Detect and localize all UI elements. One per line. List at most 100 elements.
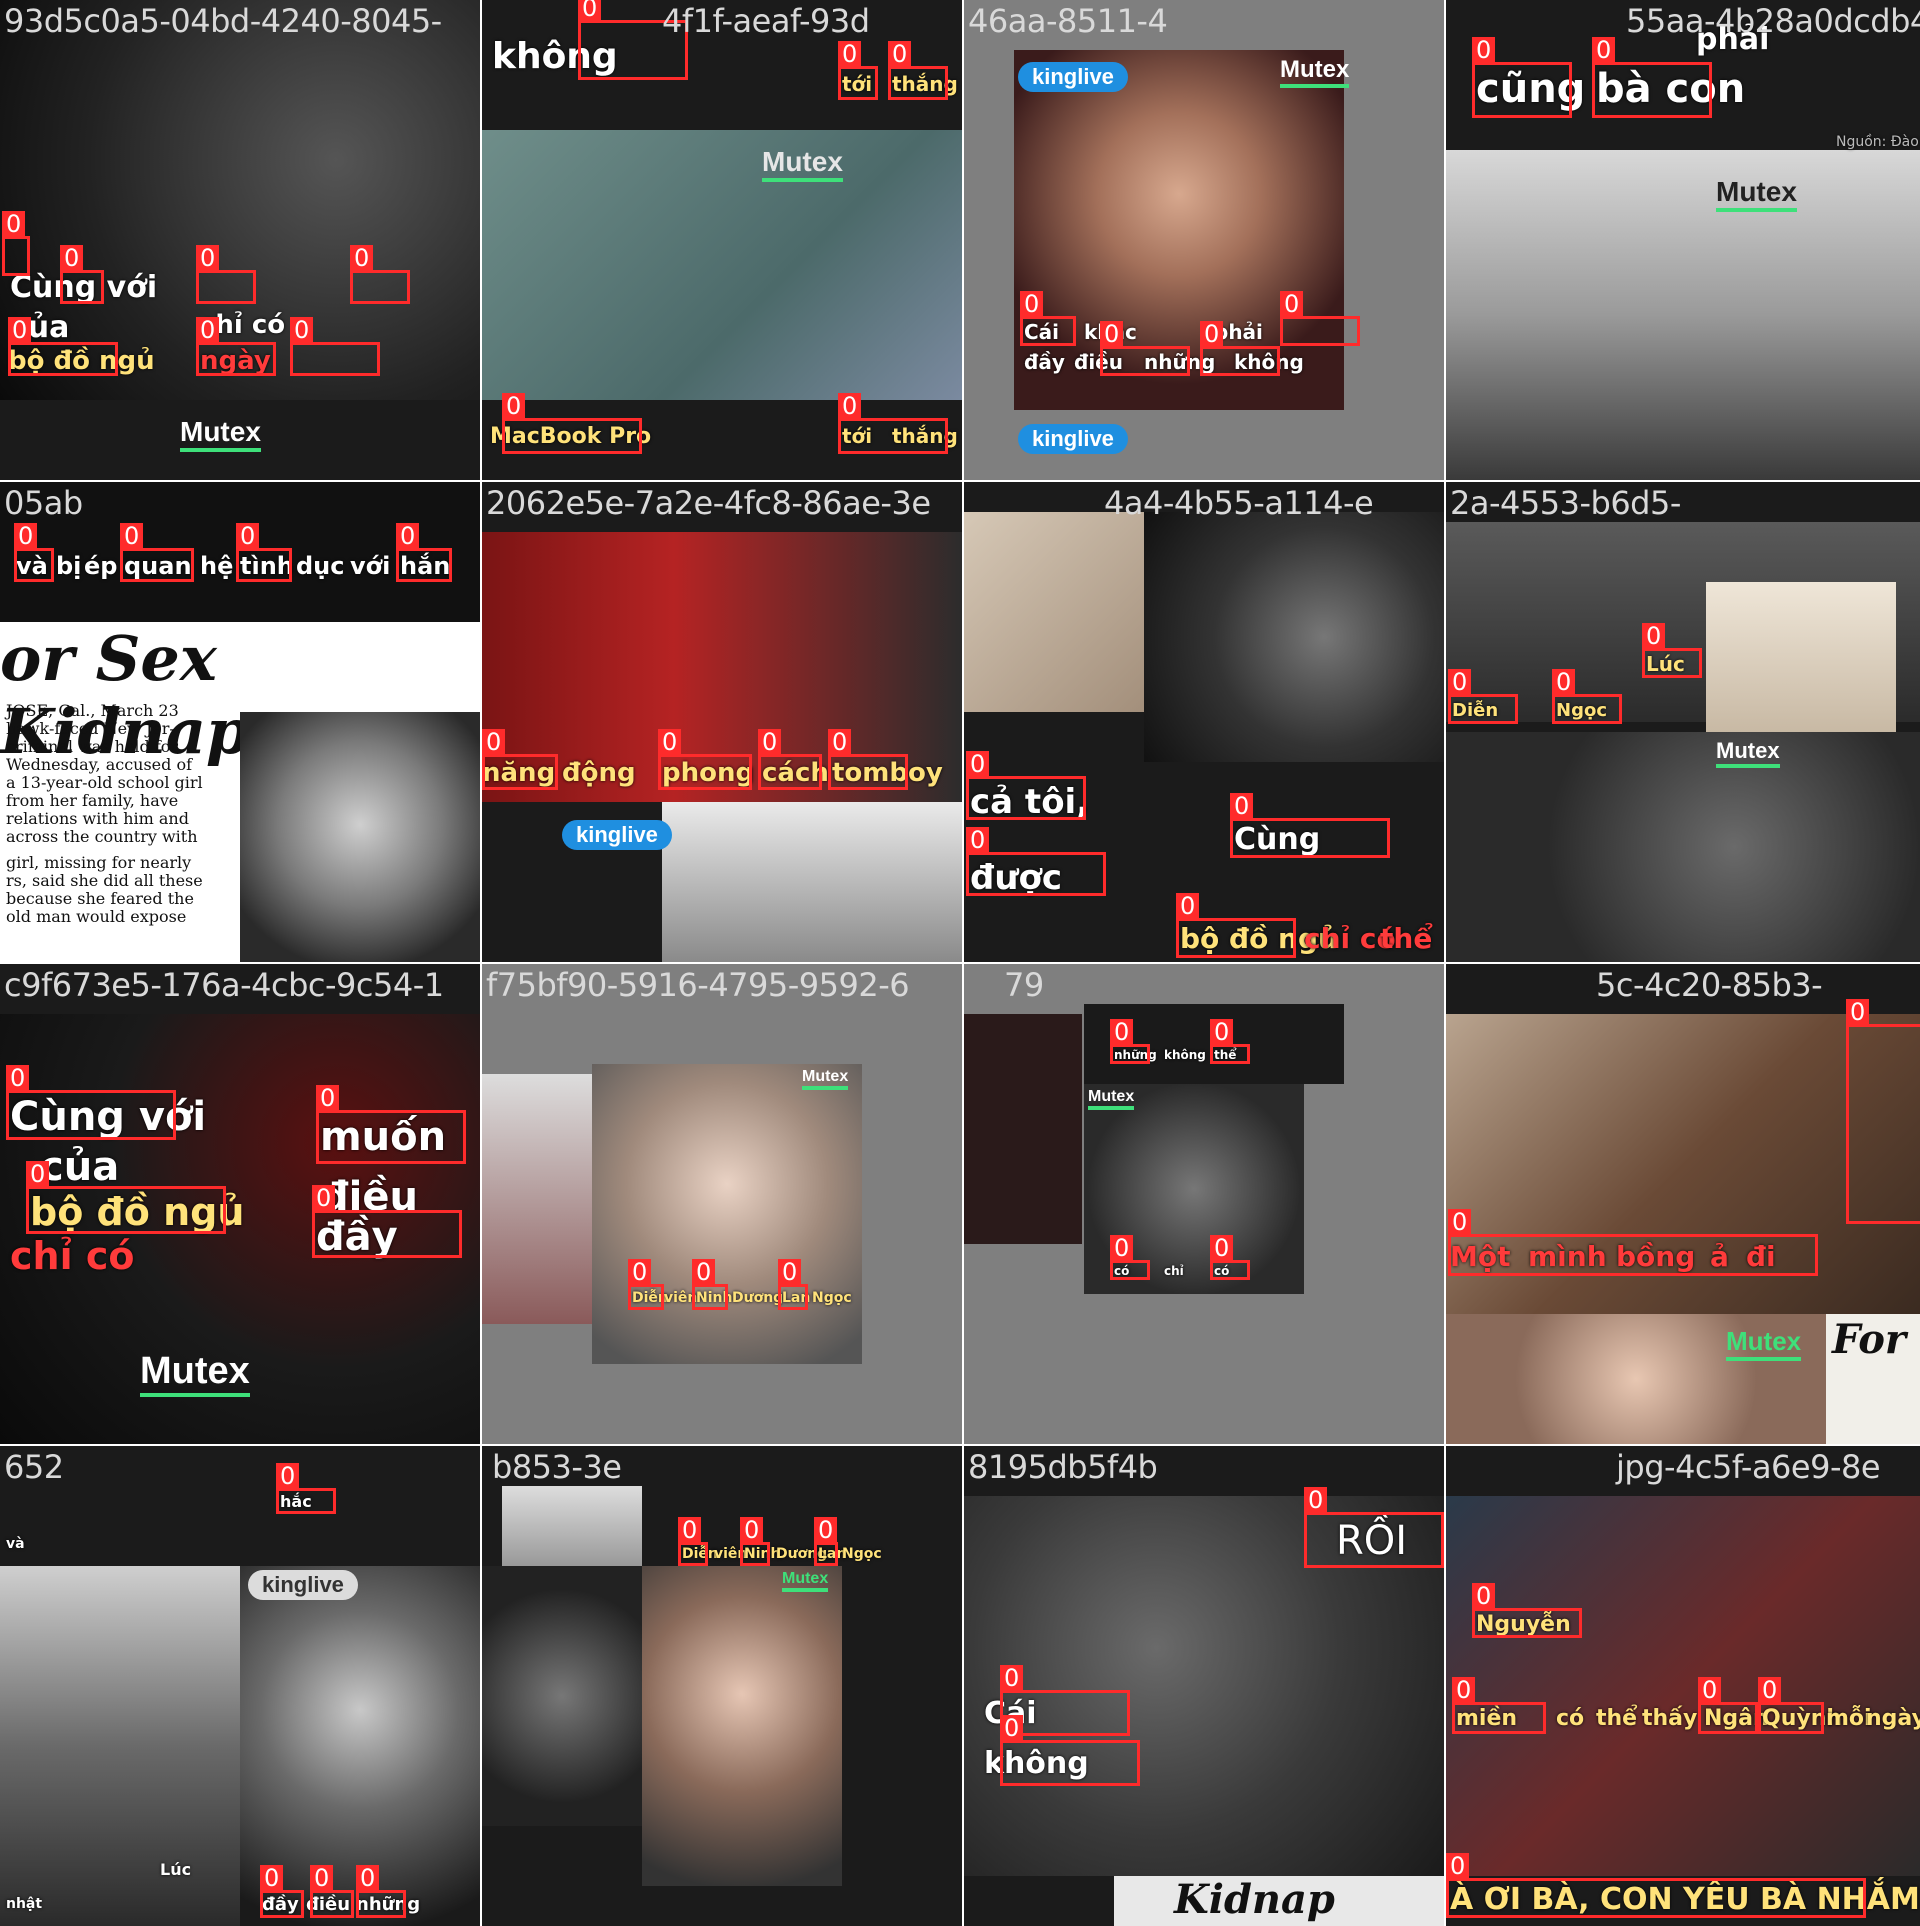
caption: Cùng với	[10, 270, 158, 305]
detection-box: 0	[1448, 1209, 1818, 1276]
tile-title: 05ab	[4, 484, 83, 522]
caption: hệ	[200, 552, 234, 580]
caption: động	[562, 758, 636, 788]
detection-box: 0	[838, 41, 878, 100]
caption: Một	[1450, 1240, 1511, 1273]
box-label: 0	[1210, 1019, 1234, 1045]
tile-15[interactable]: 8195db5f4b RỒI Cái không Kidnap 0 0 0	[964, 1446, 1444, 1926]
detection-box: 0	[1452, 1677, 1546, 1734]
caption: Diễn	[682, 1546, 718, 1562]
caption: chỉ có	[1304, 922, 1396, 955]
detection-box: 0	[838, 393, 948, 454]
caption: tomboy	[832, 758, 943, 788]
tile-10[interactable]: f75bf90-5916-4795-9592-6 Mutex Diễn viên…	[482, 964, 962, 1444]
channel-pill: kinglive	[1018, 62, 1128, 92]
tile-1[interactable]: 93d5c0a5-04bd-4240-8045- Cùng với của bộ…	[0, 0, 480, 480]
caption: Ngọc	[812, 1290, 852, 1306]
detection-box: 0	[502, 393, 642, 454]
photo-background	[1706, 582, 1896, 732]
caption: cách	[762, 758, 829, 788]
tile-5[interactable]: 05ab và bị ép quan hệ tình dục với hắn o…	[0, 482, 480, 962]
tile-12[interactable]: 5c-4c20-85b3- Một mình bồng ả đi Mutex F…	[1446, 964, 1920, 1444]
photo-background	[1014, 50, 1344, 410]
box-label: 0	[778, 1259, 802, 1285]
newspaper-clip	[1826, 1314, 1920, 1444]
box-label: 0	[2, 211, 26, 237]
brand-logo: Mutex	[802, 1068, 849, 1090]
tile-14[interactable]: b853-3e Mutex Diễn viên Ninh Dương Lan N…	[482, 1446, 962, 1926]
detection-box: 0	[1472, 1583, 1582, 1638]
detection-box: 0	[1176, 893, 1296, 958]
news-line: criminal was held for	[6, 737, 179, 756]
box-label: 0	[828, 729, 852, 755]
source-note: Nguồn: Đào Bá Lộc MV	[1836, 134, 1920, 150]
caption: Diễn	[632, 1290, 668, 1306]
photo-background	[592, 1064, 862, 1364]
detection-box: 0	[628, 1259, 664, 1310]
caption: Ninh	[696, 1290, 733, 1306]
box-label: 0	[838, 41, 862, 67]
photo-background	[1446, 1014, 1920, 1314]
news-line: relations with him and	[6, 809, 189, 828]
detection-box: 0	[1230, 793, 1390, 858]
tile-2[interactable]: 4f1f-aeaf-93d không tới thắng MacBook Pr…	[482, 0, 962, 480]
photo-background	[0, 1566, 240, 1926]
box-label: 0	[1280, 291, 1304, 317]
tile-8[interactable]: 2a-4553-b6d5- Lúc Diễn Ngọc Mutex 0 0 0	[1446, 482, 1920, 962]
caption: Ngọc	[842, 1546, 882, 1562]
detection-box: 0	[1200, 321, 1280, 376]
tile-title: 4a4-4b55-a114-e	[1104, 484, 1374, 522]
box-label: 0	[1452, 1677, 1476, 1703]
tile-4[interactable]: 55aa-4b28a0dcdb4 cũng bà con phải Mutex …	[1446, 0, 1920, 480]
box-label: 0	[1642, 623, 1666, 649]
detection-box: 0	[196, 245, 256, 304]
box-label: 0	[1230, 793, 1254, 819]
detection-box: 0	[1758, 1677, 1824, 1734]
caption: thể	[1380, 922, 1433, 955]
news-line: JOSE, Cal., March 23	[6, 701, 179, 720]
newspaper-photo	[240, 712, 480, 962]
detection-box: 0	[1552, 669, 1622, 724]
box-label: 0	[740, 1517, 764, 1543]
tile-6[interactable]: 2062e5e-7a2e-4fc8-86ae-3e phong cách tom…	[482, 482, 962, 962]
detection-box: 0	[678, 1517, 708, 1566]
caption: có	[1114, 1264, 1130, 1278]
caption: và	[6, 1536, 25, 1552]
caption: phong	[662, 758, 755, 788]
detection-box: 0	[1000, 1665, 1130, 1736]
caption: muốn	[320, 1114, 447, 1160]
tile-13[interactable]: 652 kinglive và Lúc hắc nhật đầy những đ…	[0, 1446, 480, 1926]
tile-9[interactable]: c9f673e5-176a-4cbc-9c54-1 Cùng với của b…	[0, 964, 480, 1444]
caption: bà con	[1596, 66, 1746, 112]
box-label: 0	[350, 245, 374, 271]
detection-box: 0	[8, 317, 118, 376]
caption: điều	[306, 1894, 351, 1915]
detection-box: 0	[14, 523, 54, 582]
tile-7[interactable]: 4a4-4b55-a114-e cả tôi, Cùng được bộ đồ …	[964, 482, 1444, 962]
box-label: 0	[692, 1259, 716, 1285]
tile-title: f75bf90-5916-4795-9592-6	[486, 966, 910, 1004]
tile-title: b853-3e	[492, 1448, 622, 1486]
photo-background	[0, 1014, 480, 1444]
caption: của	[40, 1144, 120, 1190]
detection-box: 0	[316, 1085, 466, 1164]
box-label: 0	[1110, 1019, 1134, 1045]
tile-11[interactable]: 79 Mutex những không thể có chỉ có 0 0 0…	[964, 964, 1444, 1444]
box-label: 0	[1472, 1583, 1496, 1609]
photo-background	[482, 532, 962, 802]
tile-3[interactable]: 46aa-8511-4 kinglive Mutex Cái khác nhữn…	[964, 0, 1444, 480]
brand-logo: Mutex	[1280, 56, 1350, 88]
detection-box: 0	[966, 751, 1086, 820]
box-label: 0	[578, 0, 602, 21]
tile-title: 2a-4553-b6d5-	[1450, 484, 1681, 522]
detection-box: 0	[60, 245, 104, 304]
photo-background	[1446, 1496, 1920, 1876]
detection-box: 0	[310, 1865, 354, 1918]
box-label: 0	[1000, 1665, 1024, 1691]
caption: viên	[664, 1290, 698, 1306]
caption: những	[1144, 350, 1216, 374]
tile-16[interactable]: jpg-4c5f-a6e9-8e Nguyễn miền có thể thấy…	[1446, 1446, 1920, 1926]
tile-title: 8195db5f4b	[968, 1448, 1158, 1486]
detection-box: 0	[1280, 291, 1360, 346]
box-label: 0	[814, 1517, 838, 1543]
